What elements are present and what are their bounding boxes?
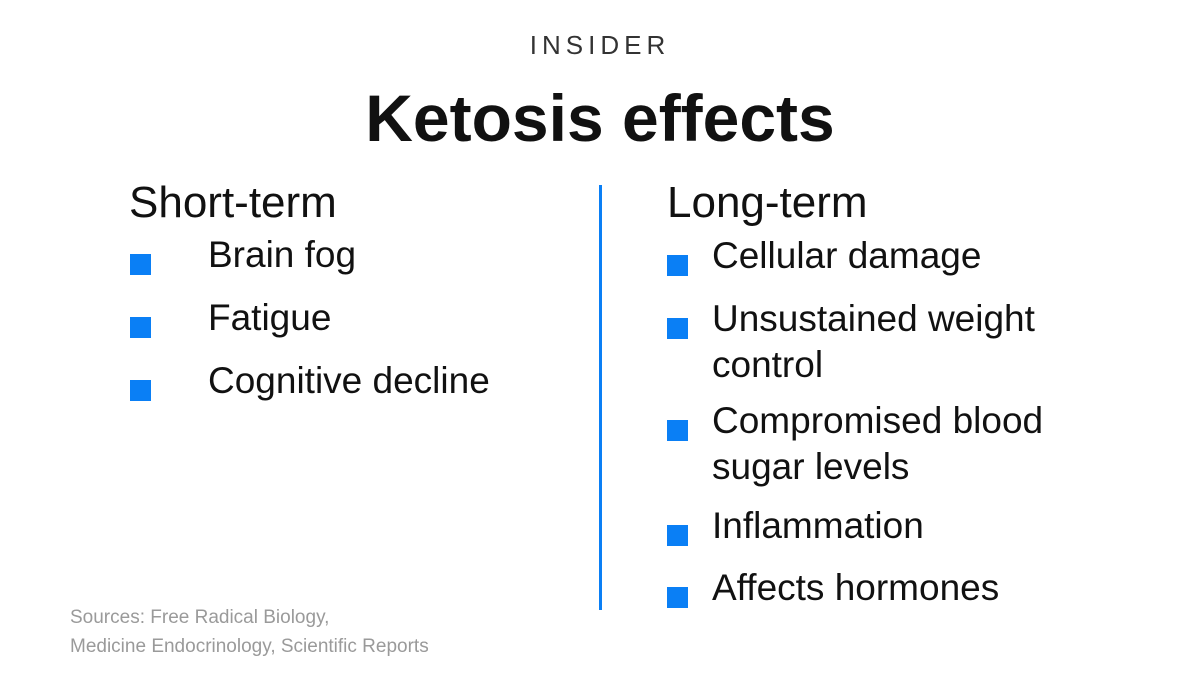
short-term-list: Brain fog Fatigue Cognitive decline xyxy=(130,0,550,675)
square-bullet-icon xyxy=(667,525,688,546)
long-term-list: Cellular damage Unsustained weight contr… xyxy=(667,0,1167,675)
long-term-heading: Long-term xyxy=(667,178,868,227)
square-bullet-icon xyxy=(130,254,151,275)
square-bullet-icon xyxy=(667,587,688,608)
square-bullet-icon xyxy=(667,255,688,276)
page-title: Ketosis effects xyxy=(365,81,835,155)
list-item-label: Inflammation xyxy=(712,505,924,546)
list-item-label: Affects hormones xyxy=(712,567,1000,608)
short-term-heading: Short-term xyxy=(129,178,337,227)
sources-line: Sources: Free Radical Biology, xyxy=(70,607,330,628)
sources-line: Medicine Endocrinology, Scientific Repor… xyxy=(70,636,429,657)
list-item-label: Compromised blood sugar levels xyxy=(712,400,1044,487)
column-divider xyxy=(599,185,602,610)
square-bullet-icon xyxy=(667,420,688,441)
square-bullet-icon xyxy=(667,318,688,339)
list-item-label: Cellular damage xyxy=(712,235,982,276)
list-item-label: Brain fog xyxy=(208,234,357,275)
brand-logo-text: INSIDER xyxy=(529,30,671,60)
list-item-label: Cognitive decline xyxy=(208,360,490,401)
square-bullet-icon xyxy=(130,317,151,338)
list-item-label: Fatigue xyxy=(208,297,332,338)
list-item-label: Unsustained weight control xyxy=(712,298,1035,385)
square-bullet-icon xyxy=(130,380,151,401)
sources-note: Sources: Free Radical Biology, Medicine … xyxy=(70,603,550,661)
